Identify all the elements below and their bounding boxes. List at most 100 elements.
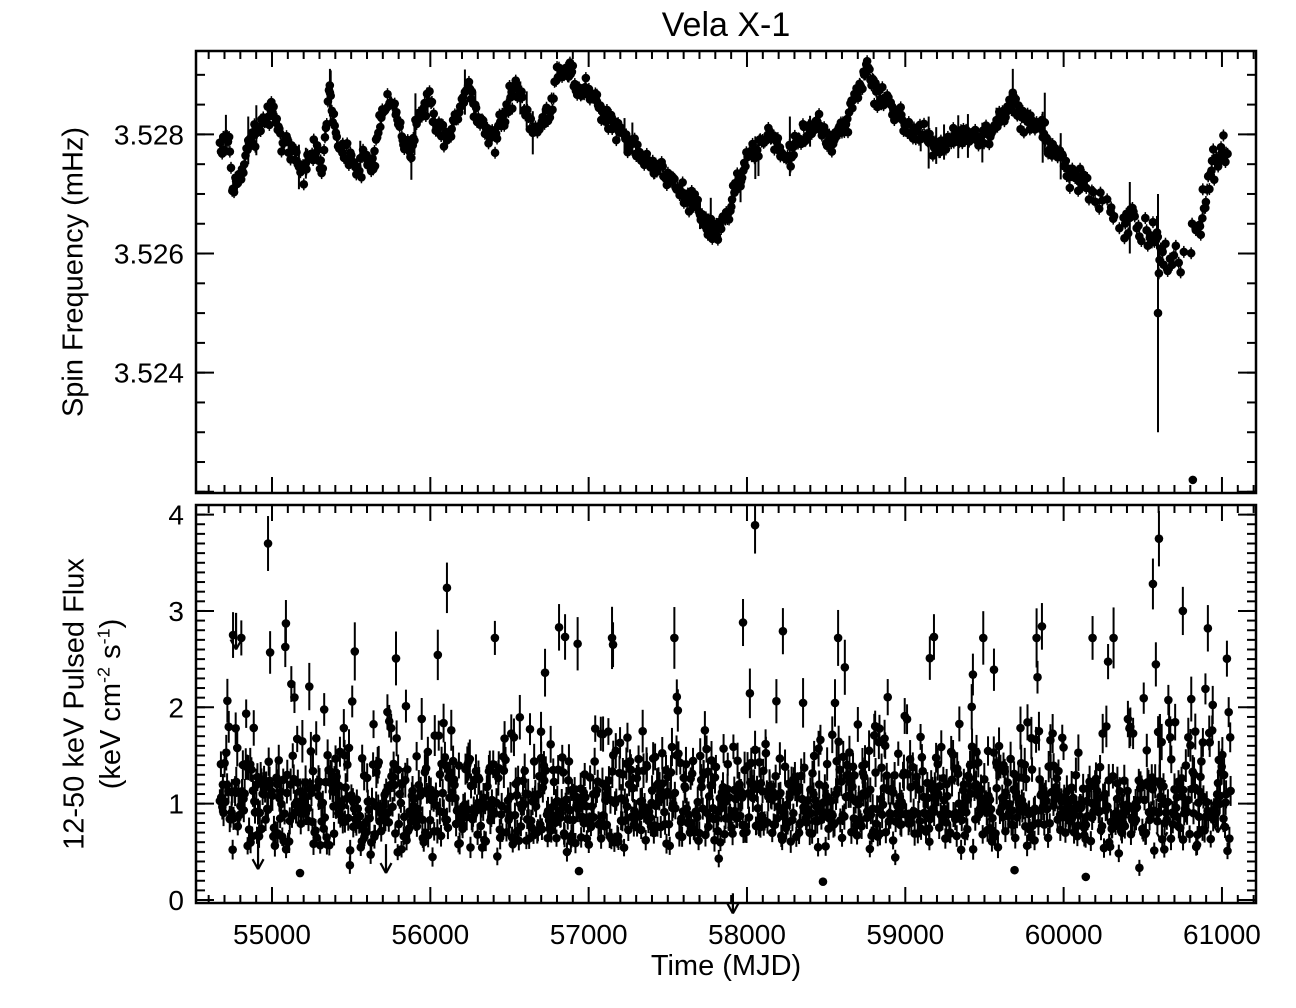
spin-point bbox=[1102, 195, 1112, 204]
spin-point bbox=[1161, 239, 1170, 248]
spin-point bbox=[1148, 217, 1158, 227]
flux-point bbox=[304, 682, 314, 691]
flux-point bbox=[775, 754, 785, 763]
x-tick-label: 58000 bbox=[708, 919, 786, 950]
y-tick-label: 2 bbox=[168, 692, 184, 723]
flux-point bbox=[347, 697, 357, 706]
spin-point bbox=[1221, 157, 1230, 167]
flux-point bbox=[840, 662, 850, 672]
spin-point bbox=[383, 89, 392, 99]
spin-point bbox=[1141, 213, 1150, 223]
flux-point bbox=[325, 840, 334, 850]
flux-point bbox=[1097, 821, 1107, 831]
flux-point bbox=[1102, 722, 1111, 731]
spin-point bbox=[396, 118, 405, 127]
flux-point bbox=[850, 771, 859, 780]
x-tick-label: 60000 bbox=[1025, 919, 1103, 950]
flux-point bbox=[440, 752, 450, 762]
flux-point bbox=[369, 719, 378, 729]
spin-point bbox=[1187, 219, 1197, 228]
flux-point bbox=[319, 705, 329, 714]
flux-point bbox=[534, 790, 543, 799]
flux-point bbox=[833, 633, 843, 643]
flux-point bbox=[923, 793, 933, 803]
flux-point bbox=[560, 831, 569, 841]
flux-point bbox=[611, 746, 621, 756]
spin-point bbox=[1209, 175, 1219, 184]
spin-point bbox=[716, 224, 726, 234]
spin-point bbox=[507, 104, 517, 113]
flux-point bbox=[334, 781, 344, 791]
flux-point bbox=[877, 763, 886, 772]
flux-point bbox=[936, 742, 946, 752]
flux-point bbox=[854, 795, 864, 804]
flux-point bbox=[729, 742, 738, 752]
spin-point bbox=[1207, 166, 1216, 175]
flux-point bbox=[341, 783, 350, 792]
spin-point bbox=[269, 102, 278, 111]
spin-point bbox=[1171, 241, 1181, 251]
flux-point bbox=[476, 821, 486, 831]
flux-point bbox=[228, 845, 237, 854]
flux-point bbox=[660, 807, 669, 817]
flux-point bbox=[338, 801, 347, 811]
flux-point bbox=[837, 833, 847, 843]
spin-point bbox=[581, 73, 591, 83]
spin-point bbox=[272, 114, 282, 124]
y-tick-label: 3.528 bbox=[114, 119, 184, 150]
flux-point bbox=[813, 842, 823, 852]
flux-point bbox=[864, 746, 874, 756]
flux-point bbox=[915, 816, 925, 826]
flux-point bbox=[546, 825, 556, 835]
flux-point bbox=[680, 783, 690, 793]
spin-point bbox=[984, 139, 994, 149]
y-tick-label: 3 bbox=[168, 596, 184, 627]
flux-point bbox=[1054, 766, 1063, 776]
flux-point bbox=[978, 633, 988, 643]
flux-point bbox=[1098, 729, 1108, 738]
flux-point bbox=[942, 791, 952, 801]
flux-point bbox=[677, 832, 687, 842]
flux-point bbox=[845, 748, 854, 757]
flux-point bbox=[723, 759, 733, 769]
flux-point bbox=[434, 731, 444, 740]
flux-point bbox=[1023, 718, 1032, 727]
flux-point bbox=[312, 833, 321, 842]
spin-point bbox=[773, 133, 783, 143]
flux-point bbox=[720, 829, 729, 839]
flux-point bbox=[634, 754, 643, 764]
flux-point bbox=[493, 852, 502, 861]
flux-point bbox=[636, 825, 646, 835]
flux-point bbox=[827, 730, 837, 740]
spin-point bbox=[1223, 149, 1232, 159]
spin-point bbox=[517, 92, 527, 102]
spin-point bbox=[224, 132, 234, 142]
flux-point bbox=[1197, 757, 1206, 766]
flux-point bbox=[695, 751, 705, 761]
spin-point bbox=[1089, 187, 1098, 197]
flux-point bbox=[1135, 863, 1144, 873]
flux-point bbox=[1030, 836, 1039, 845]
flux-point bbox=[704, 822, 713, 832]
flux-point bbox=[750, 745, 760, 755]
flux-point bbox=[700, 726, 710, 735]
flux-point bbox=[288, 751, 298, 761]
flux-point bbox=[890, 770, 899, 780]
flux-point bbox=[1103, 802, 1112, 811]
spin-point bbox=[1040, 118, 1050, 127]
flux-point bbox=[833, 785, 842, 794]
flux-point bbox=[821, 842, 830, 851]
flux-point bbox=[897, 820, 906, 829]
flux-point bbox=[1008, 820, 1018, 830]
flux-point bbox=[1165, 733, 1175, 742]
flux-point bbox=[1103, 657, 1113, 666]
flux-point bbox=[233, 822, 243, 831]
flux-point bbox=[711, 762, 721, 772]
flux-point bbox=[589, 812, 598, 822]
spin-point bbox=[1176, 268, 1185, 277]
flux-point bbox=[1178, 835, 1188, 844]
spin-point bbox=[724, 215, 734, 224]
flux-point bbox=[435, 770, 445, 779]
